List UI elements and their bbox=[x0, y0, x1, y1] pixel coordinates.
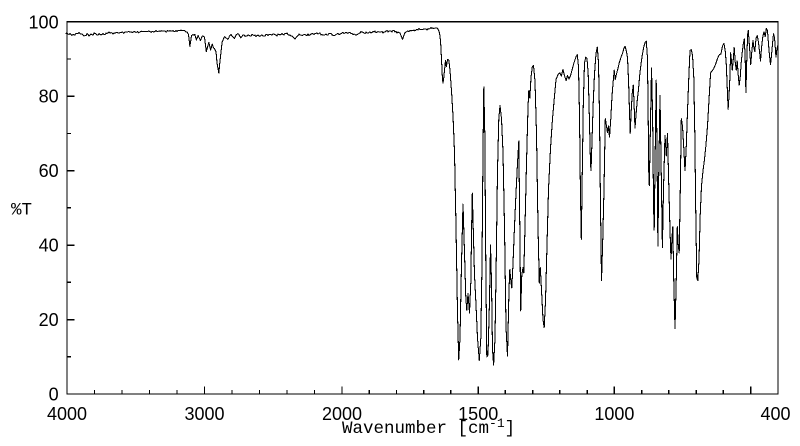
svg-text:1500: 1500 bbox=[458, 404, 498, 424]
svg-text:1000: 1000 bbox=[594, 404, 634, 424]
svg-text:20: 20 bbox=[39, 310, 59, 330]
svg-text:40: 40 bbox=[39, 236, 59, 256]
svg-text:400: 400 bbox=[760, 404, 790, 424]
svg-text:60: 60 bbox=[39, 161, 59, 181]
svg-text:80: 80 bbox=[39, 87, 59, 107]
svg-text:4000: 4000 bbox=[47, 404, 87, 424]
svg-text:Wavenumber [cm-1]: Wavenumber [cm-1] bbox=[342, 416, 515, 439]
svg-text:0: 0 bbox=[49, 385, 59, 405]
svg-text:3000: 3000 bbox=[184, 404, 224, 424]
svg-text:%T: %T bbox=[11, 201, 32, 221]
svg-text:2000: 2000 bbox=[322, 404, 362, 424]
svg-text:100: 100 bbox=[29, 12, 59, 32]
